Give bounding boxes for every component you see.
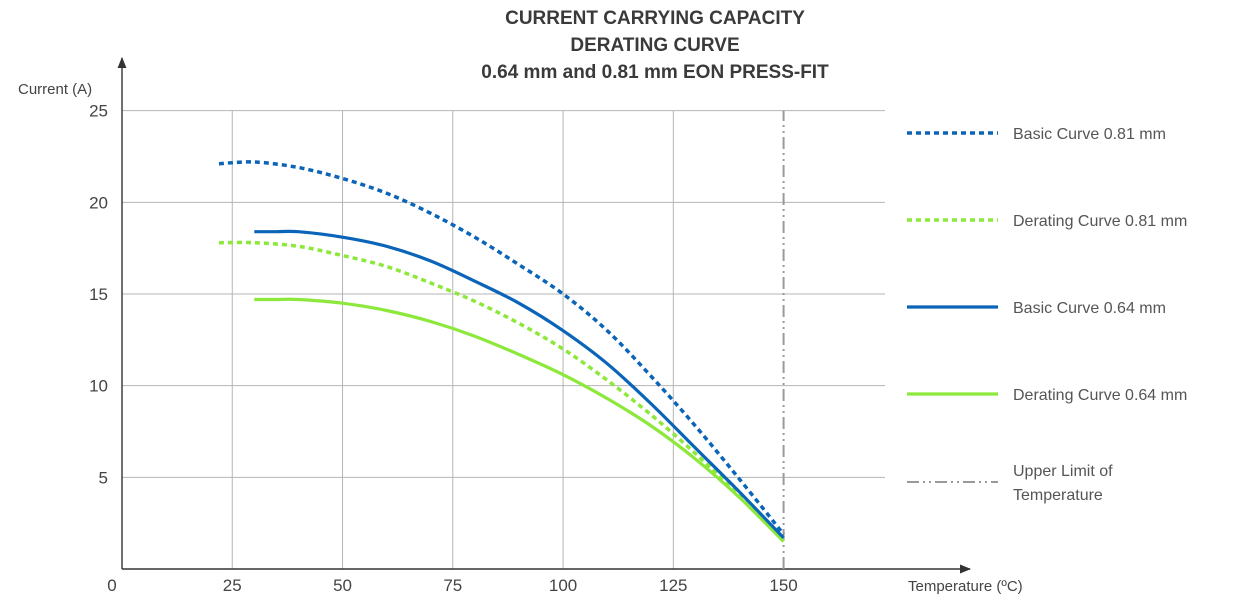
legend-label: Derating Curve 0.64 mm [1013, 387, 1187, 404]
y-tick-label: 20 [89, 193, 108, 212]
legend-label: Temperature [1013, 487, 1103, 504]
x-tick-label: 100 [549, 576, 577, 595]
legend-label: Derating Curve 0.81 mm [1013, 213, 1187, 230]
grid-lines [122, 110, 885, 569]
chart-title-line: CURRENT CARRYING CAPACITY [505, 8, 805, 29]
x-tick-label: 50 [333, 576, 352, 595]
series-line-derating-curve-0-81-mm [218, 240, 785, 541]
legend-label: Basic Curve 0.64 mm [1013, 300, 1166, 317]
series-line-basic-curve-0-81-mm [218, 160, 785, 536]
series-line-basic-curve-0-64-mm [254, 229, 785, 539]
y-tick-label: 10 [89, 377, 108, 396]
legend-label: Basic Curve 0.81 mm [1013, 126, 1166, 143]
x-tick-label: 75 [443, 576, 462, 595]
legend-label: Upper Limit of [1013, 463, 1113, 480]
axes [117, 56, 972, 574]
x-origin-label: 0 [107, 576, 116, 595]
x-axis-label: Temperature (ºC) [908, 578, 1023, 595]
tick-labels: 5 10 15 20 25 0 25 50 75 100 125 150 Current (A) Temp… [18, 81, 1023, 595]
legend: Basic Curve 0.81 mm Derating Curve 0.81 m… [907, 126, 1187, 504]
x-tick-label: 125 [659, 576, 687, 595]
x-tick-label: 150 [769, 576, 797, 595]
data-series [218, 110, 785, 569]
y-tick-label: 5 [99, 468, 108, 487]
chart-title-line: 0.64 mm and 0.81 mm EON PRESS-FIT [481, 62, 829, 83]
y-tick-label: 15 [89, 285, 108, 304]
y-tick-label: 25 [89, 102, 108, 121]
series-line-derating-curve-0-64-mm [254, 297, 785, 543]
x-tick-label: 25 [223, 576, 242, 595]
chart-title: CURRENT CARRYING CAPACITY DERATING CURVE 0… [481, 8, 829, 83]
y-axis-label: Current (A) [18, 81, 92, 98]
chart-title-line: DERATING CURVE [570, 35, 739, 56]
